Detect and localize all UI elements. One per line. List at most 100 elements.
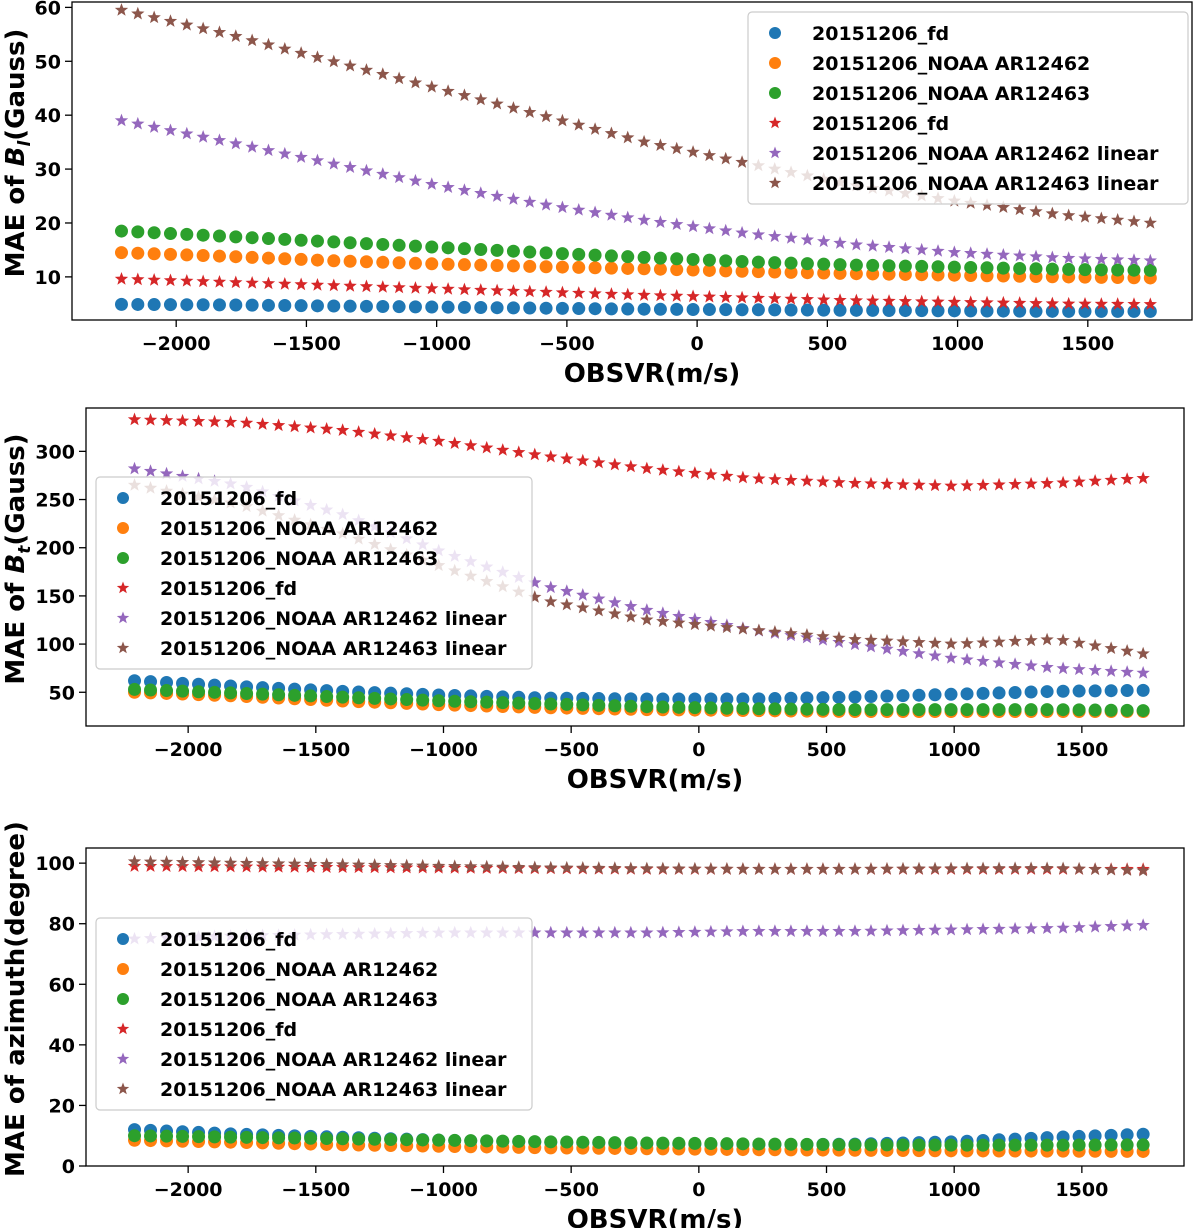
data-point — [147, 298, 161, 312]
y-axis-label-prefix: MAE of — [1, 166, 31, 277]
data-point — [310, 253, 324, 267]
data-point — [624, 609, 638, 623]
data-point — [278, 146, 292, 160]
data-point — [624, 1136, 638, 1150]
data-point — [604, 287, 619, 300]
data-point — [1078, 263, 1092, 277]
data-point — [592, 1135, 606, 1149]
data-point — [294, 233, 308, 247]
data-point — [327, 254, 341, 268]
legend-entry: 20151206_fd — [160, 929, 297, 951]
data-point — [294, 46, 308, 59]
data-point — [506, 244, 520, 258]
data-point — [960, 687, 974, 701]
data-point — [768, 702, 782, 716]
y-tick-label: 40 — [35, 105, 61, 127]
data-point — [912, 923, 926, 936]
data-point — [800, 232, 815, 246]
data-point — [384, 428, 398, 442]
data-point — [849, 303, 863, 317]
series-6-stars — [127, 854, 1150, 877]
y-tick-label: 40 — [49, 1035, 75, 1057]
data-point — [147, 273, 161, 286]
data-point — [864, 703, 878, 717]
data-point — [944, 922, 958, 936]
y-axis-label-symbol: B — [1, 147, 31, 167]
data-point — [702, 289, 717, 303]
legend-entry: 20151206_NOAA AR12463 linear — [812, 173, 1159, 195]
legend-marker — [117, 963, 129, 975]
data-point — [512, 1134, 526, 1148]
data-point — [506, 259, 520, 273]
data-point — [1040, 1138, 1054, 1152]
data-point — [464, 1134, 478, 1148]
data-point — [944, 861, 958, 875]
data-point — [310, 278, 325, 291]
data-point — [848, 632, 862, 646]
data-point — [719, 223, 733, 237]
data-point — [817, 257, 831, 271]
legend-marker — [116, 581, 130, 594]
data-point — [866, 293, 880, 307]
data-point — [1024, 703, 1038, 717]
data-point — [278, 232, 292, 246]
data-point — [768, 862, 782, 875]
data-point — [528, 447, 542, 461]
data-point — [1088, 638, 1102, 652]
data-point — [572, 302, 586, 316]
data-point — [175, 469, 190, 482]
data-point — [335, 857, 350, 871]
data-point — [180, 298, 194, 312]
data-point — [474, 92, 488, 106]
x-tick-label: 0 — [692, 1179, 705, 1201]
data-point — [866, 239, 880, 252]
data-point — [143, 464, 158, 477]
x-axis-label: OBSVR(m/s) — [567, 765, 744, 795]
data-point — [180, 274, 194, 287]
chart-panel-2: −2000 −1500 −1000 −500 0 500 1000 1500 50 100 150 2… — [1, 407, 1185, 795]
data-point — [640, 612, 654, 626]
data-point — [336, 1132, 350, 1146]
data-point — [245, 140, 259, 153]
data-point — [832, 631, 846, 644]
data-point — [1029, 262, 1043, 276]
data-point — [832, 690, 846, 704]
data-point — [624, 925, 638, 939]
data-point — [736, 702, 750, 716]
data-point — [912, 1138, 926, 1152]
data-point — [376, 300, 390, 314]
data-point — [931, 294, 945, 308]
data-point — [670, 141, 684, 155]
data-point — [528, 697, 542, 711]
data-point — [159, 413, 174, 427]
data-point — [1078, 251, 1092, 265]
data-point — [1120, 703, 1134, 717]
data-point — [816, 862, 830, 875]
data-point — [560, 584, 574, 597]
data-point — [432, 859, 446, 872]
series-3-dots — [128, 682, 1150, 718]
data-point — [131, 246, 145, 260]
data-point — [670, 263, 684, 277]
data-point — [1088, 474, 1102, 487]
data-point — [1120, 863, 1134, 876]
data-point — [560, 1135, 574, 1149]
data-point — [196, 228, 210, 242]
data-point — [752, 702, 766, 716]
data-point — [996, 247, 1011, 261]
data-point — [1072, 861, 1086, 875]
data-point — [833, 293, 847, 306]
data-point — [1013, 261, 1027, 275]
x-tick-label: 1000 — [931, 333, 984, 355]
legend-marker — [768, 176, 782, 189]
data-point — [229, 29, 243, 42]
data-point — [256, 1131, 270, 1145]
x-tick-label: 500 — [808, 333, 848, 355]
data-point — [980, 261, 994, 275]
data-point — [800, 257, 814, 271]
data-point — [1072, 474, 1086, 488]
data-point — [784, 924, 798, 937]
data-point — [896, 703, 910, 717]
data-point — [555, 247, 569, 261]
data-point — [1104, 862, 1118, 876]
